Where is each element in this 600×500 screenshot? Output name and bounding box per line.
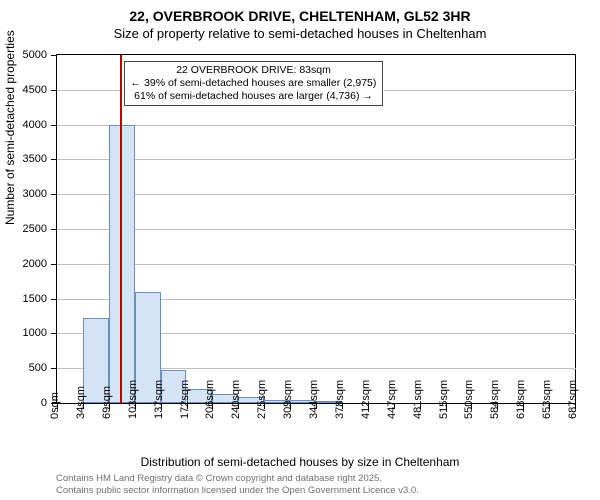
ytick-mark <box>51 299 57 300</box>
ytick-label: 1500 <box>11 293 47 305</box>
ytick-mark <box>51 229 57 230</box>
ytick-label: 2000 <box>11 258 47 270</box>
ytick-mark <box>51 55 57 56</box>
chart-title: 22, OVERBROOK DRIVE, CHELTENHAM, GL52 3H… <box>0 0 600 24</box>
ytick-label: 3500 <box>11 153 47 165</box>
ytick-label: 4500 <box>11 84 47 96</box>
histogram-bar <box>109 125 135 403</box>
footer-line-1: Contains HM Land Registry data © Crown c… <box>56 473 419 484</box>
callout-line1: 22 OVERBROOK DRIVE: 83sqm <box>131 64 377 77</box>
ytick-label: 500 <box>11 362 47 374</box>
ytick-label: 3000 <box>11 188 47 200</box>
x-axis-label: Distribution of semi-detached houses by … <box>0 455 600 469</box>
ytick-mark <box>51 264 57 265</box>
callout-box: 22 OVERBROOK DRIVE: 83sqm← 39% of semi-d… <box>124 61 384 106</box>
ytick-label: 4000 <box>11 119 47 131</box>
chart-subtitle: Size of property relative to semi-detach… <box>0 24 600 41</box>
ytick-mark <box>51 333 57 334</box>
chart-container: 22, OVERBROOK DRIVE, CHELTENHAM, GL52 3H… <box>0 0 600 500</box>
ytick-mark <box>51 125 57 126</box>
callout-line3: 61% of semi-detached houses are larger (… <box>131 90 377 103</box>
footer-line-2: Contains public sector information licen… <box>56 485 419 496</box>
callout-line2: ← 39% of semi-detached houses are smalle… <box>131 77 377 90</box>
ytick-mark <box>51 194 57 195</box>
ytick-mark <box>51 159 57 160</box>
ytick-label: 5000 <box>11 49 47 61</box>
ytick-mark <box>51 368 57 369</box>
footer-attribution: Contains HM Land Registry data © Crown c… <box>56 473 419 496</box>
ytick-label: 2500 <box>11 223 47 235</box>
ytick-label: 1000 <box>11 327 47 339</box>
ytick-mark <box>51 90 57 91</box>
ytick-label: 0 <box>11 397 47 409</box>
property-marker-line <box>120 55 122 403</box>
plot-area: 0500100015002000250030003500400045005000… <box>56 54 576 404</box>
